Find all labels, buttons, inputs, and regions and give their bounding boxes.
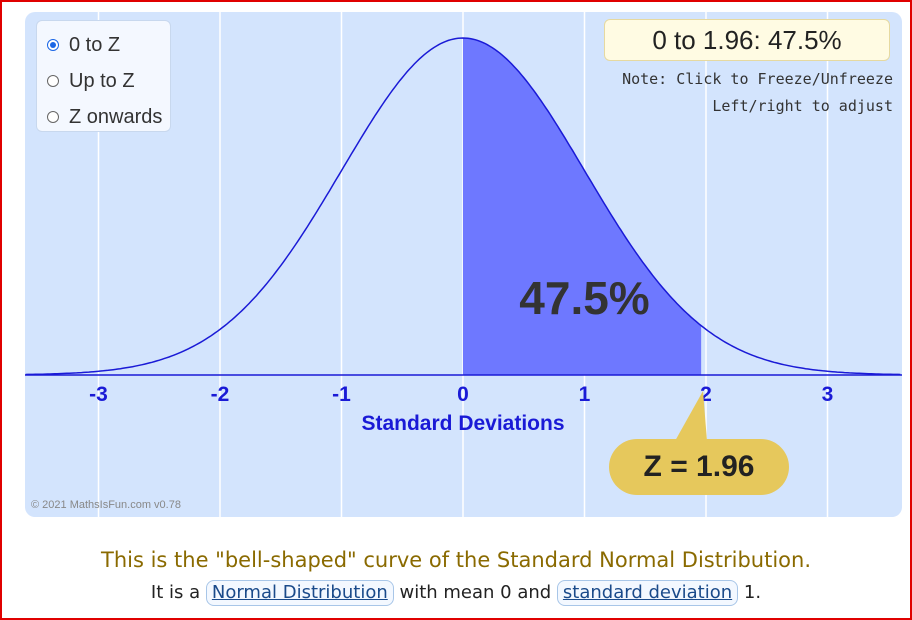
x-tick-label-6: 3 bbox=[822, 383, 834, 406]
radio-up-to-z[interactable] bbox=[47, 75, 59, 87]
bell-curve bbox=[25, 37, 901, 376]
caption-text: It is a bbox=[150, 582, 206, 603]
z-pointer-arrow bbox=[675, 391, 707, 441]
x-tick-label-2: -1 bbox=[332, 383, 351, 406]
radio-z-onwards[interactable] bbox=[47, 111, 59, 123]
x-tick-label-5: 2 bbox=[700, 383, 712, 406]
x-tick-label-4: 1 bbox=[579, 383, 591, 406]
caption-heading: This is the "bell-shaped" curve of the S… bbox=[101, 548, 811, 572]
normal-distribution-link[interactable]: Normal Distribution bbox=[205, 580, 394, 606]
option-z-onwards[interactable]: Z onwards bbox=[47, 99, 170, 135]
option-up-to-z[interactable]: Up to Z bbox=[47, 63, 170, 99]
x-tick-label-3: 0 bbox=[457, 383, 469, 406]
copyright: © 2021 MathsIsFun.com v0.78 bbox=[31, 499, 181, 511]
x-tick-label-0: -3 bbox=[89, 383, 108, 406]
adjust-note: Left/right to adjust bbox=[712, 97, 893, 115]
option-label: 0 to Z bbox=[69, 33, 121, 56]
z-value-badge[interactable]: Z = 1.96 bbox=[609, 439, 789, 495]
area-percent-label: 47.5% bbox=[519, 272, 649, 324]
area-mode-options: 0 to Z Up to Z Z onwards bbox=[36, 20, 171, 132]
radio-0-to-z[interactable] bbox=[47, 39, 59, 51]
result-display: 0 to 1.96: 47.5% bbox=[604, 19, 890, 61]
option-0-to-z[interactable]: 0 to Z bbox=[47, 27, 170, 63]
option-label: Z onwards bbox=[69, 105, 163, 128]
x-axis-label: Standard Deviations bbox=[361, 412, 564, 435]
chart-panel[interactable]: -3 -2 -1 0 1 2 3 Standard Deviations 47.5% 0 to … bbox=[25, 12, 902, 517]
x-tick-label-1: -2 bbox=[211, 383, 230, 406]
option-label: Up to Z bbox=[69, 69, 135, 92]
freeze-note: Note: Click to Freeze/Unfreeze bbox=[622, 70, 893, 88]
standard-deviation-link[interactable]: standard deviation bbox=[556, 580, 739, 606]
shaded-area bbox=[463, 38, 702, 375]
normal-curve-chart[interactable]: -3 -2 -1 0 1 2 3 Standard Deviations 47.5% bbox=[25, 12, 902, 517]
caption-text: with mean 0 and bbox=[393, 582, 557, 603]
caption-description: It is a Normal Distribution with mean 0 … bbox=[0, 580, 912, 606]
caption-text: 1. bbox=[738, 582, 762, 603]
